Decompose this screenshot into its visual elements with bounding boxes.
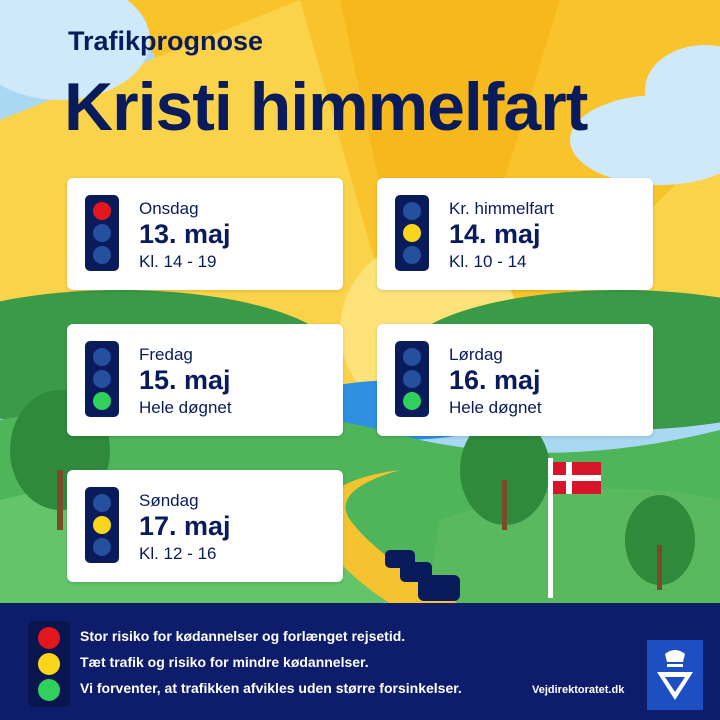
card-time: Kl. 10 - 14 bbox=[449, 252, 527, 271]
lamp-off-icon bbox=[93, 246, 111, 264]
card-time: Kl. 12 - 16 bbox=[139, 544, 217, 563]
forecast-card-lordag: Lørdag 16. maj Hele døgnet bbox=[377, 324, 653, 436]
card-time: Kl. 14 - 19 bbox=[139, 252, 217, 271]
lamp-off-icon bbox=[93, 348, 111, 366]
traffic-light-icon bbox=[395, 341, 429, 417]
traffic-light-icon bbox=[85, 487, 119, 563]
lamp-off-icon bbox=[403, 246, 421, 264]
lamp-off-icon bbox=[403, 348, 421, 366]
vejdirektoratet-logo-icon bbox=[647, 640, 703, 710]
forecast-card-sondag: Søndag 17. maj Kl. 12 - 16 bbox=[67, 470, 343, 582]
red-lamp-icon bbox=[93, 202, 111, 220]
legend-red-text: Stor risiko for kødannelser og forlænget… bbox=[80, 628, 406, 644]
card-day: Fredag bbox=[139, 345, 193, 364]
legend-panel: Stor risiko for kødannelser og forlænget… bbox=[0, 603, 720, 720]
forecast-card-onsdag: Onsdag 13. maj Kl. 14 - 19 bbox=[67, 178, 343, 290]
card-date: 15. maj bbox=[139, 365, 231, 395]
forecast-card-fredag: Fredag 15. maj Hele døgnet bbox=[67, 324, 343, 436]
legend-yellow-text: Tæt trafik og risiko for mindre kødannel… bbox=[80, 654, 369, 670]
pre-title: Trafikprognose bbox=[68, 26, 264, 56]
card-date: 14. maj bbox=[449, 219, 541, 249]
legend-green-text: Vi forventer, at trafikken afvikles uden… bbox=[80, 680, 462, 696]
yellow-lamp-icon bbox=[38, 653, 60, 675]
card-time: Hele døgnet bbox=[449, 398, 542, 417]
card-date: 16. maj bbox=[449, 365, 541, 395]
lamp-off-icon bbox=[93, 538, 111, 556]
green-lamp-icon bbox=[403, 392, 421, 410]
card-date: 13. maj bbox=[139, 219, 231, 249]
traffic-light-icon bbox=[85, 195, 119, 271]
card-time: Hele døgnet bbox=[139, 398, 232, 417]
lamp-off-icon bbox=[403, 370, 421, 388]
card-day: Lørdag bbox=[449, 345, 503, 364]
legend-traffic-light-icon bbox=[28, 621, 70, 707]
red-lamp-icon bbox=[38, 627, 60, 649]
lamp-off-icon bbox=[403, 202, 421, 220]
green-lamp-icon bbox=[93, 392, 111, 410]
traffic-light-icon bbox=[395, 195, 429, 271]
green-lamp-icon bbox=[38, 679, 60, 701]
card-day: Onsdag bbox=[139, 199, 199, 218]
traffic-light-icon bbox=[85, 341, 119, 417]
forecast-card-kr-himmelfart: Kr. himmelfart 14. maj Kl. 10 - 14 bbox=[377, 178, 653, 290]
card-day: Kr. himmelfart bbox=[449, 199, 554, 218]
yellow-lamp-icon bbox=[93, 516, 111, 534]
page-title: Kristi himmelfart bbox=[64, 69, 588, 145]
lamp-off-icon bbox=[93, 494, 111, 512]
lamp-off-icon bbox=[93, 370, 111, 388]
card-day: Søndag bbox=[139, 491, 199, 510]
card-date: 17. maj bbox=[139, 511, 231, 541]
yellow-lamp-icon bbox=[403, 224, 421, 242]
lamp-off-icon bbox=[93, 224, 111, 242]
website-link[interactable]: Vejdirektoratet.dk bbox=[532, 684, 625, 696]
